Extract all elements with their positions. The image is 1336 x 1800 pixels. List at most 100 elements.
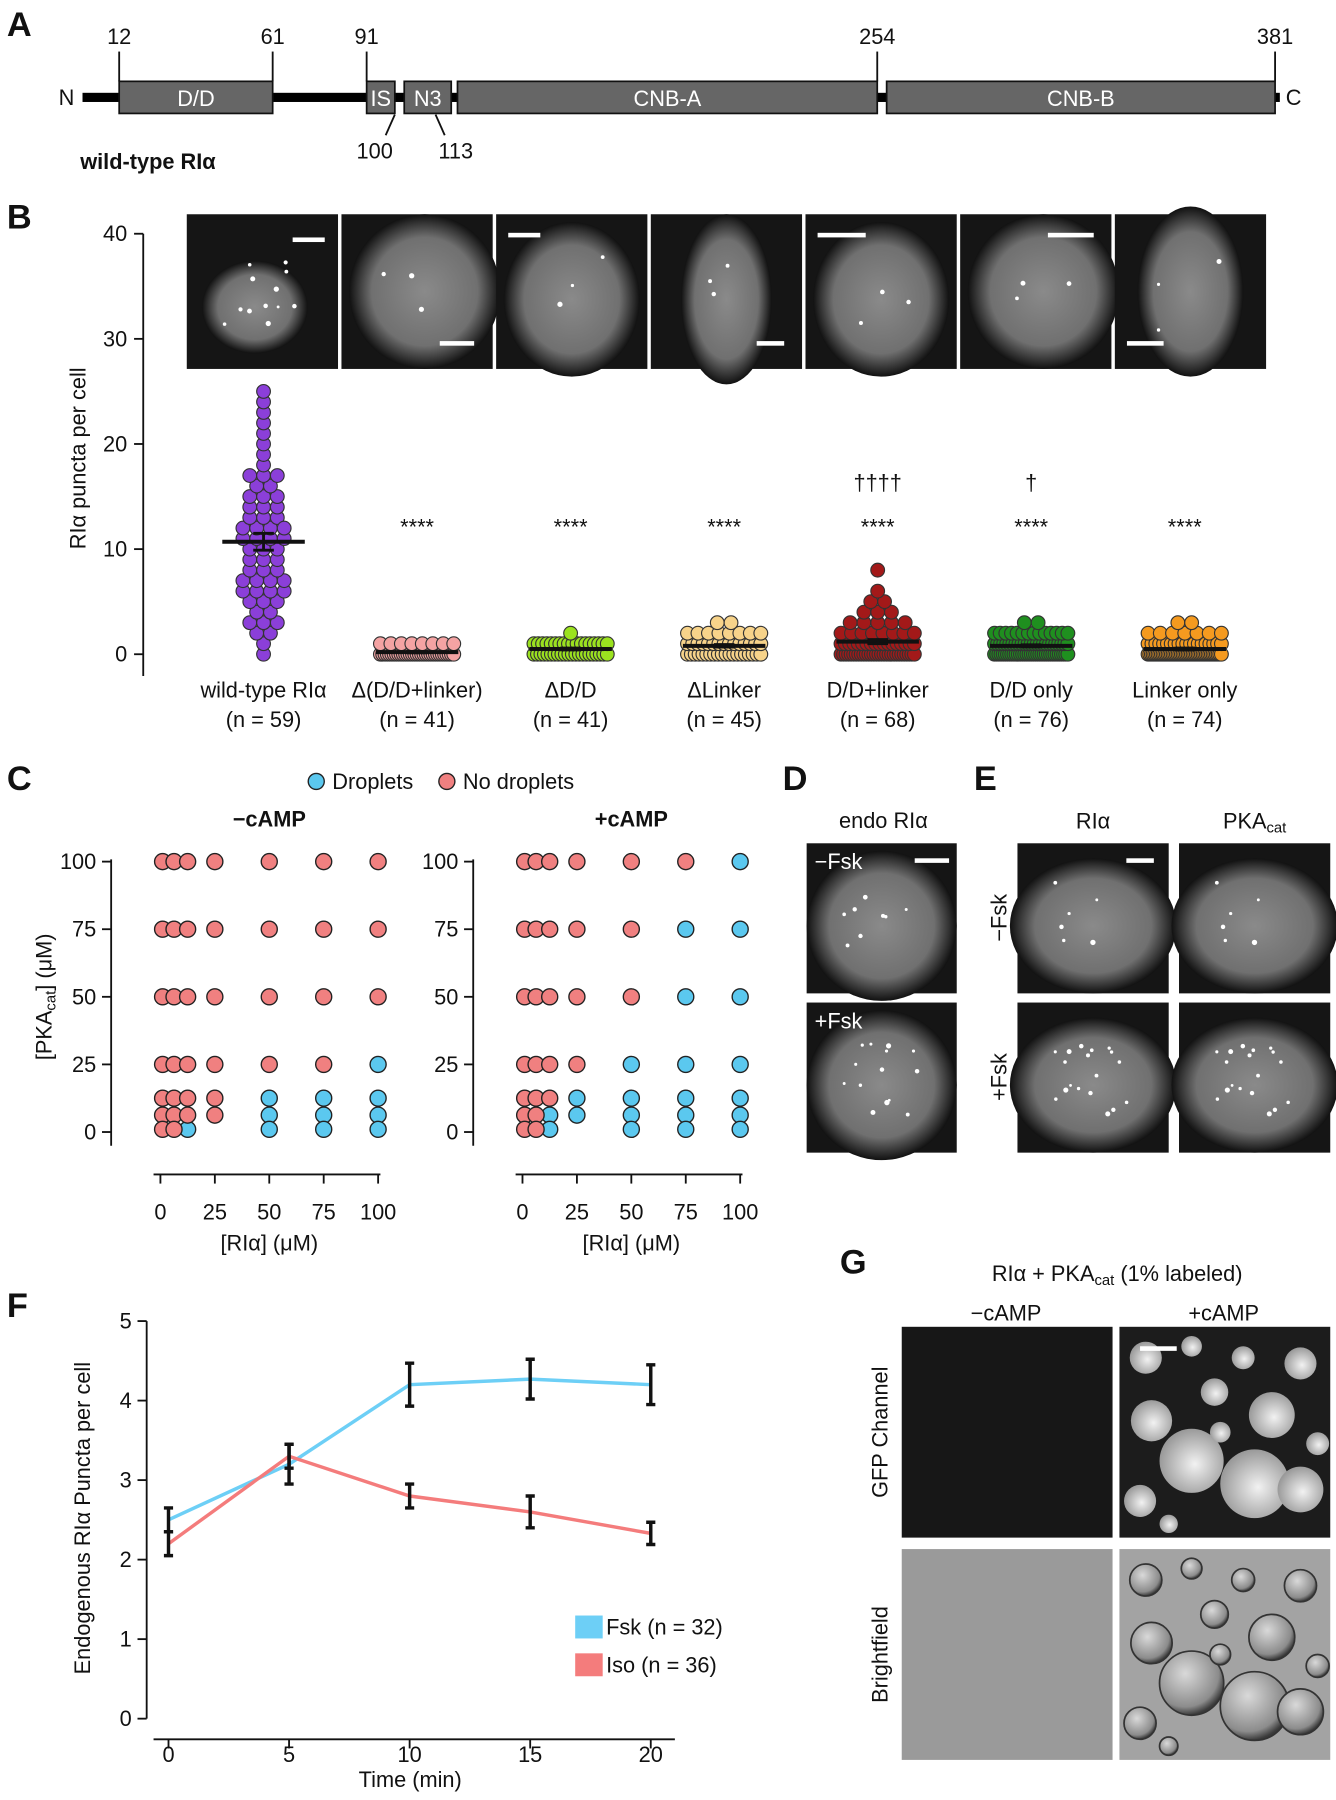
- data-point: [446, 636, 462, 652]
- punctum: [1269, 1046, 1273, 1050]
- data-point: [178, 1055, 197, 1074]
- domain: [118, 80, 274, 115]
- row-label: +Fsk: [987, 1053, 1012, 1101]
- position-label: 61: [261, 24, 285, 49]
- punctum: [409, 273, 415, 279]
- data-point: [206, 852, 224, 871]
- punctum: [852, 907, 857, 912]
- panel-title: RIα + PKAcat (1% labeled): [992, 1260, 1243, 1289]
- panel-label: F: [7, 1287, 28, 1325]
- punctum: [1089, 1048, 1094, 1053]
- punctum: [904, 908, 908, 912]
- data-point: [178, 988, 197, 1006]
- data-point: [540, 920, 559, 938]
- data-point: [622, 920, 641, 938]
- punctum: [914, 1068, 920, 1074]
- x-tick-label: 75: [312, 1200, 336, 1225]
- punctum: [1111, 1107, 1116, 1112]
- data-point: [178, 852, 197, 871]
- punctum: [860, 1043, 864, 1047]
- data-point: [622, 1055, 641, 1074]
- significance: ****: [861, 515, 895, 540]
- punctum: [1256, 1073, 1260, 1078]
- position-tick: [434, 114, 446, 136]
- data-point: [178, 1089, 197, 1107]
- punctum: [247, 308, 252, 314]
- cell: [1171, 1017, 1336, 1153]
- scale-bar: [439, 341, 475, 346]
- row-label: −Fsk: [815, 849, 863, 874]
- panel-label: E: [974, 760, 997, 798]
- y-axis-label: Endogenous RIα Puncta per cell: [70, 1362, 95, 1674]
- punctum: [880, 289, 885, 295]
- micrograph: [901, 1326, 1113, 1538]
- data-point: [314, 920, 333, 938]
- droplet: [1305, 1653, 1330, 1679]
- column-label: +cAMP: [1188, 1301, 1259, 1326]
- position-label: 381: [1257, 24, 1293, 49]
- droplet: [1181, 1335, 1202, 1357]
- panel-title: endo RIα: [839, 808, 928, 833]
- data-point: [877, 594, 892, 610]
- data-point: [262, 478, 278, 494]
- y-tick-label: 0: [115, 642, 127, 667]
- scale-bar: [817, 232, 866, 238]
- y-tick-label: 100: [422, 849, 458, 874]
- punctum: [222, 322, 227, 326]
- droplet: [1180, 1557, 1203, 1580]
- punctum: [1249, 1090, 1255, 1096]
- punctum: [1105, 1111, 1111, 1117]
- scale-bar: [1126, 341, 1164, 346]
- punctum: [263, 303, 268, 309]
- data-point: [568, 1055, 586, 1074]
- punctum: [273, 286, 279, 292]
- sem-bar: [1020, 643, 1042, 649]
- data-point: [260, 852, 278, 871]
- punctum: [1240, 1043, 1246, 1049]
- position-label: 113: [438, 139, 473, 164]
- punctum: [1124, 1100, 1129, 1105]
- y-tick-label: 30: [103, 326, 127, 351]
- significance: ****: [554, 515, 588, 540]
- data-point: [262, 604, 278, 620]
- y-tick-label: 100: [60, 849, 96, 874]
- data-point: [260, 920, 278, 938]
- significance: ****: [707, 515, 741, 540]
- position-label: 12: [107, 24, 131, 49]
- micrograph: [1171, 843, 1336, 994]
- legend-label: Iso (n = 36): [606, 1652, 717, 1677]
- legend-swatch: [575, 1615, 603, 1639]
- legend-marker: [307, 772, 325, 791]
- punctum: [1224, 1087, 1230, 1093]
- data-point: [870, 562, 886, 578]
- punctum: [1215, 1097, 1220, 1101]
- droplet: [1276, 1688, 1325, 1736]
- column-label: −cAMP: [971, 1301, 1042, 1326]
- position-label: 254: [859, 24, 895, 49]
- cell: [967, 214, 1119, 369]
- category-note: (n = 45): [686, 707, 762, 732]
- legend-marker: [438, 772, 456, 791]
- data-point: [369, 1055, 387, 1074]
- punctum: [1117, 1060, 1122, 1064]
- data-point: [568, 1106, 586, 1124]
- punctum: [1063, 1087, 1069, 1093]
- legend-swatch: [575, 1653, 603, 1677]
- text-part: PKA: [1223, 808, 1267, 833]
- punctum: [1156, 282, 1161, 286]
- category-note: (n = 74): [1147, 707, 1223, 732]
- category-label: ΔLinker: [687, 677, 761, 702]
- subscript: cat: [44, 990, 60, 1011]
- sem-bar: [867, 638, 888, 646]
- droplet: [1199, 1599, 1230, 1629]
- data-point: [568, 920, 586, 938]
- punctum: [1053, 1050, 1057, 1054]
- legend-label: Fsk (n = 32): [606, 1614, 723, 1639]
- panel-label: B: [7, 199, 32, 237]
- data-point: [622, 1120, 641, 1139]
- droplet: [1200, 1378, 1229, 1406]
- punctum: [845, 943, 850, 948]
- punctum: [725, 263, 730, 268]
- punctum: [854, 1062, 858, 1066]
- y-tick-label: 40: [103, 221, 127, 246]
